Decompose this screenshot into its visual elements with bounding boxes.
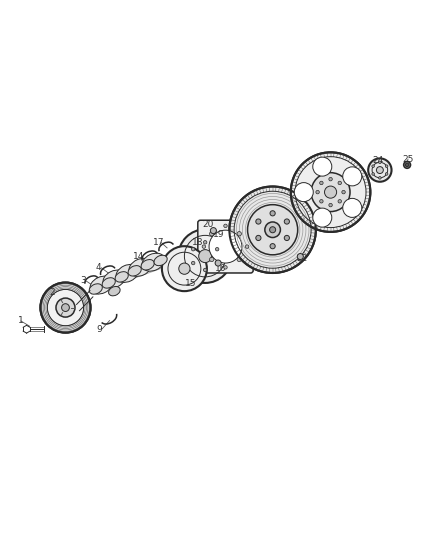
Circle shape (291, 152, 371, 232)
Circle shape (270, 227, 276, 233)
Circle shape (270, 244, 275, 249)
Circle shape (372, 173, 374, 175)
Circle shape (311, 173, 350, 212)
Circle shape (284, 219, 290, 224)
Text: 18: 18 (192, 238, 203, 247)
Ellipse shape (141, 260, 154, 270)
Circle shape (245, 245, 249, 248)
Circle shape (329, 177, 332, 181)
Ellipse shape (109, 286, 120, 296)
Circle shape (313, 157, 332, 176)
Circle shape (325, 186, 337, 198)
Circle shape (316, 190, 319, 194)
Ellipse shape (115, 272, 128, 282)
Ellipse shape (90, 276, 113, 294)
Circle shape (203, 240, 207, 244)
Circle shape (215, 247, 219, 251)
Circle shape (191, 261, 195, 265)
Text: 1: 1 (18, 316, 24, 325)
Circle shape (237, 232, 241, 236)
Circle shape (199, 249, 212, 263)
Circle shape (404, 161, 410, 168)
Circle shape (376, 167, 383, 174)
Circle shape (385, 173, 388, 175)
Circle shape (209, 257, 214, 262)
Text: 9: 9 (96, 325, 102, 334)
Text: 24: 24 (372, 156, 384, 165)
Text: 19: 19 (213, 230, 225, 239)
Circle shape (56, 298, 75, 317)
Ellipse shape (128, 265, 141, 276)
Circle shape (40, 282, 91, 333)
Circle shape (368, 158, 392, 182)
Circle shape (230, 187, 316, 273)
Text: 21: 21 (259, 211, 270, 220)
Circle shape (256, 236, 261, 240)
Ellipse shape (116, 264, 139, 282)
Circle shape (256, 219, 261, 224)
Circle shape (313, 208, 332, 227)
Text: 3: 3 (80, 276, 86, 285)
Circle shape (343, 167, 362, 186)
Ellipse shape (142, 253, 165, 271)
Circle shape (210, 228, 216, 233)
Ellipse shape (129, 259, 152, 276)
Ellipse shape (102, 278, 115, 288)
Circle shape (191, 247, 195, 251)
Circle shape (297, 254, 304, 260)
Circle shape (320, 181, 323, 184)
Circle shape (209, 230, 242, 263)
Circle shape (385, 165, 388, 167)
Ellipse shape (89, 284, 102, 294)
Circle shape (209, 232, 214, 236)
Ellipse shape (103, 270, 126, 288)
Circle shape (284, 236, 290, 240)
Text: 4: 4 (95, 263, 101, 272)
Circle shape (342, 190, 345, 194)
Circle shape (329, 204, 332, 207)
Circle shape (215, 261, 219, 265)
Circle shape (294, 183, 313, 201)
Circle shape (62, 304, 69, 311)
Circle shape (406, 163, 409, 167)
Circle shape (224, 265, 227, 269)
Circle shape (320, 199, 323, 203)
Circle shape (343, 198, 362, 217)
Circle shape (372, 165, 374, 167)
Ellipse shape (154, 255, 167, 265)
Circle shape (237, 257, 241, 262)
Circle shape (247, 205, 298, 255)
Text: 23: 23 (324, 173, 336, 182)
Circle shape (178, 229, 232, 283)
Text: 20: 20 (202, 220, 214, 229)
Circle shape (265, 222, 280, 238)
Circle shape (224, 224, 227, 228)
Text: 14: 14 (133, 253, 145, 262)
Circle shape (338, 199, 342, 203)
Text: 17: 17 (153, 238, 164, 247)
Text: 16: 16 (215, 264, 227, 273)
Circle shape (378, 161, 381, 164)
Circle shape (162, 246, 207, 291)
Circle shape (270, 211, 275, 216)
Text: 2: 2 (49, 288, 55, 297)
Circle shape (215, 260, 221, 266)
Text: 22: 22 (297, 254, 308, 263)
Circle shape (378, 176, 381, 179)
Circle shape (202, 245, 205, 248)
Circle shape (203, 268, 207, 272)
Circle shape (338, 181, 342, 184)
Text: 15: 15 (185, 279, 197, 288)
Text: 25: 25 (402, 155, 413, 164)
Circle shape (179, 263, 190, 274)
FancyBboxPatch shape (198, 220, 253, 273)
